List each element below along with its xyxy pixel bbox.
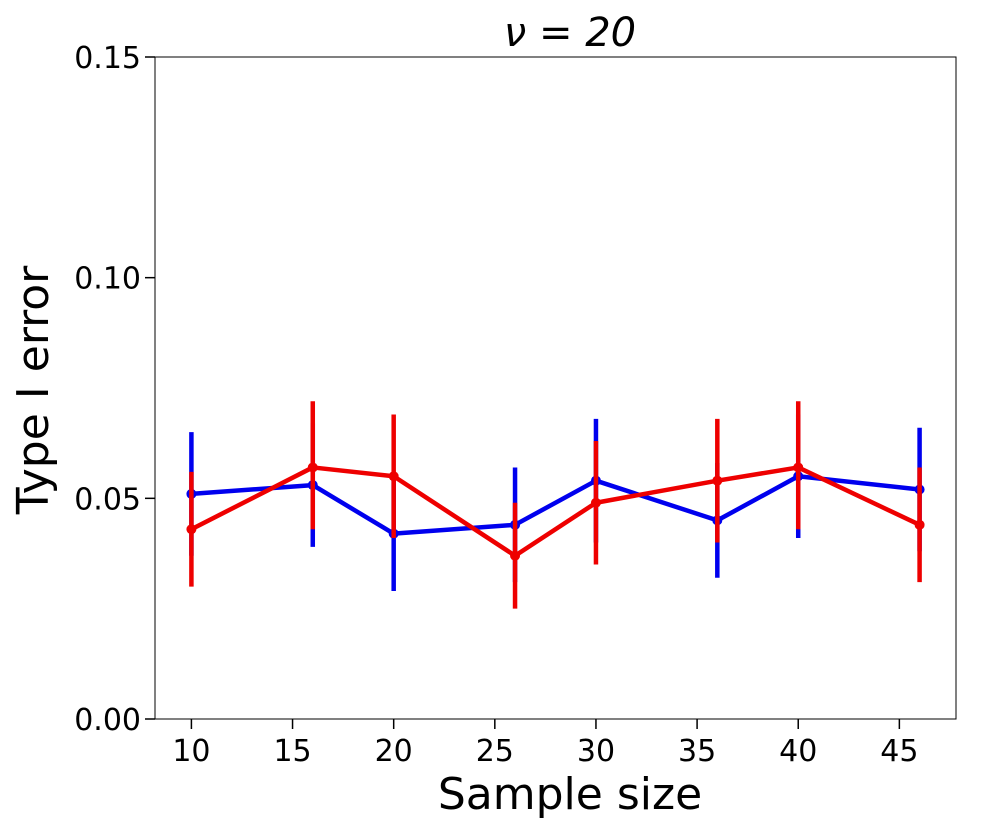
x-axis-title: Sample size — [438, 769, 702, 820]
x-tick-label: 40 — [779, 734, 817, 769]
data-point — [793, 462, 804, 473]
series-layer — [186, 401, 925, 609]
x-tick-label: 35 — [678, 734, 716, 769]
x-tick-label: 15 — [273, 734, 311, 769]
y-tick-label: 0.10 — [74, 262, 141, 297]
y-axis: 0.00 0.05 0.10 0.15 — [74, 41, 155, 738]
y-tick-label: 0.00 — [74, 703, 141, 738]
x-tick-label: 25 — [476, 734, 514, 769]
x-tick-label: 20 — [375, 734, 413, 769]
data-point — [388, 471, 399, 482]
chart-title: ν = 20 — [504, 10, 636, 56]
data-point — [914, 519, 925, 530]
y-tick-label: 0.15 — [74, 41, 141, 76]
data-point — [186, 524, 197, 535]
x-axis: 10 15 20 25 30 35 40 45 — [172, 719, 918, 769]
x-tick-label: 30 — [577, 734, 615, 769]
plot-area — [154, 56, 957, 720]
data-point — [307, 462, 318, 473]
data-point — [712, 475, 723, 486]
series-2 — [186, 401, 925, 609]
y-tick-label: 0.05 — [74, 482, 141, 517]
series-line — [191, 474, 920, 536]
x-tick-label: 45 — [880, 734, 918, 769]
data-point — [510, 550, 521, 561]
x-tick-label: 10 — [172, 734, 210, 769]
y-axis-title: Type I error — [8, 265, 59, 515]
series-line — [190, 465, 921, 558]
data-point — [590, 497, 601, 508]
